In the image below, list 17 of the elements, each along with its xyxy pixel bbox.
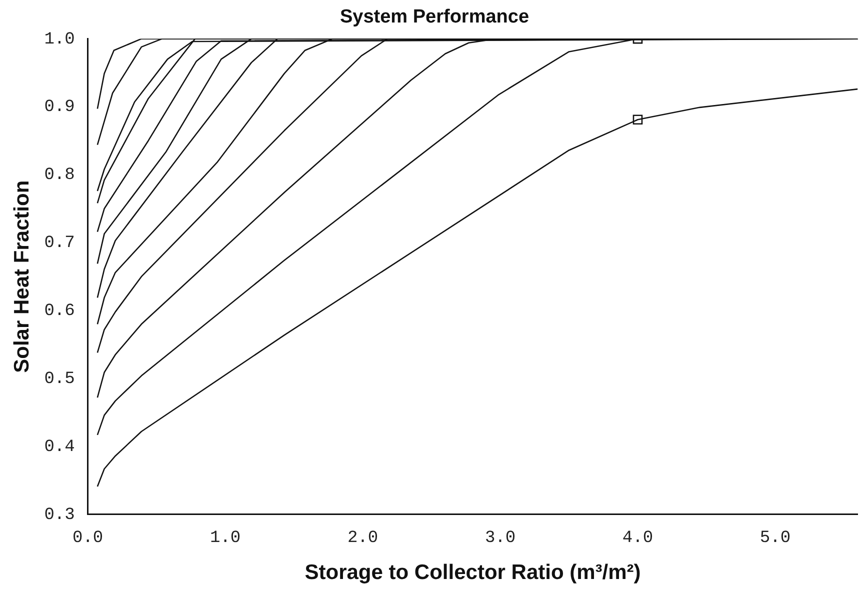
x-tick-label: 3.0 — [484, 529, 516, 548]
x-axis-title: Storage to Collector Ratio (m³/m²) — [304, 561, 641, 584]
y-tick-label: 0.3 — [44, 506, 75, 525]
y-tick-label: 0.9 — [44, 98, 75, 118]
y-axis-title: Solar Heat Fraction — [10, 180, 34, 373]
y-tick-label: 0.6 — [44, 302, 75, 322]
x-tick-label: 5.0 — [760, 529, 791, 548]
y-tick-label: 0.8 — [44, 166, 75, 186]
y-tick-label: 0.7 — [44, 234, 75, 254]
x-tick-label: 0.0 — [72, 529, 104, 548]
x-tick-label: 1.0 — [210, 529, 241, 548]
x-tick-label: 4.0 — [622, 529, 654, 548]
y-tick-label: 1.0 — [44, 30, 75, 50]
x-tick-label: 2.0 — [347, 529, 378, 548]
y-tick-label: 0.4 — [44, 438, 75, 457]
chart-title: System Performance — [340, 6, 530, 28]
y-tick-label: 0.5 — [44, 370, 75, 390]
